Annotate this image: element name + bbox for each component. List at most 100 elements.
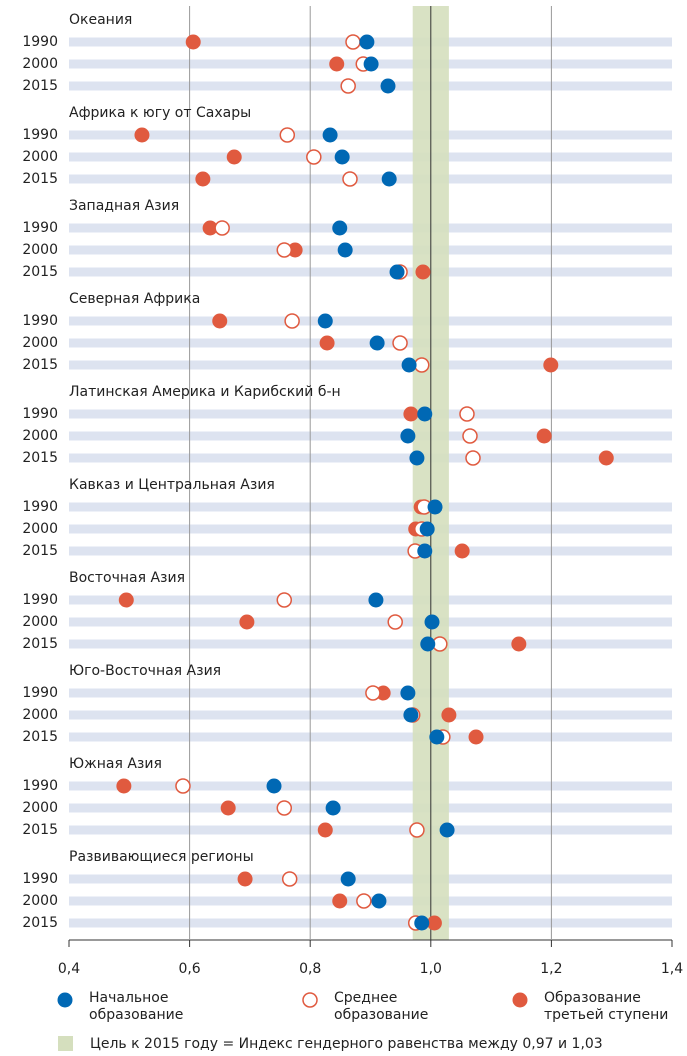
x-tick-label: 1,4 — [661, 961, 683, 977]
dot — [363, 56, 379, 72]
legend-label: Образование третьей ступени — [544, 990, 669, 1023]
dot — [381, 171, 397, 187]
dot — [340, 78, 356, 94]
dot — [414, 915, 430, 931]
dot — [202, 220, 218, 236]
dot — [365, 685, 381, 701]
row-stripe — [69, 524, 672, 534]
year-label: 1990 — [22, 778, 58, 794]
row-stripe — [69, 267, 672, 277]
row-stripe — [69, 781, 672, 791]
dot — [175, 778, 191, 794]
dot — [511, 636, 527, 652]
dot — [380, 78, 396, 94]
dot — [306, 149, 322, 165]
row-stripe — [69, 245, 672, 255]
dot — [415, 264, 431, 280]
row-stripe — [69, 81, 672, 91]
dot — [345, 34, 361, 50]
year-label: 2015 — [22, 822, 58, 838]
dot — [325, 800, 341, 816]
dot — [420, 636, 436, 652]
dot — [598, 450, 614, 466]
group-label: Южная Азия — [69, 756, 162, 772]
dot — [400, 685, 416, 701]
row-stripe — [69, 874, 672, 884]
x-tick-label: 1,2 — [540, 961, 562, 977]
dot — [287, 242, 303, 258]
dot — [441, 707, 457, 723]
dot — [237, 871, 253, 887]
dot — [195, 171, 211, 187]
dot — [332, 220, 348, 236]
legend-marker — [512, 992, 528, 1008]
dot — [226, 149, 242, 165]
year-label: 1990 — [22, 127, 58, 143]
dot — [419, 521, 435, 537]
year-label: 1990 — [22, 34, 58, 50]
dot — [214, 220, 230, 236]
year-label: 2000 — [22, 707, 58, 723]
row-stripe — [69, 316, 672, 326]
dot — [439, 822, 455, 838]
dot — [401, 357, 417, 373]
row-stripe — [69, 546, 672, 556]
group-label: Развивающиеся регионы — [69, 849, 254, 865]
dot — [536, 428, 552, 444]
year-label: 2015 — [22, 915, 58, 931]
dot — [322, 127, 338, 143]
group-label: Юго-Восточная Азия — [69, 663, 221, 679]
dot — [389, 264, 405, 280]
group-label: Восточная Азия — [69, 570, 185, 586]
dot — [334, 149, 350, 165]
year-label: 1990 — [22, 406, 58, 422]
dot — [340, 871, 356, 887]
dot — [417, 406, 433, 422]
dot — [465, 450, 481, 466]
year-label: 2000 — [22, 149, 58, 165]
dot — [409, 822, 425, 838]
year-label: 2000 — [22, 614, 58, 630]
year-label: 1990 — [22, 499, 58, 515]
dot — [427, 499, 443, 515]
row-stripe — [69, 825, 672, 835]
dot — [387, 614, 403, 630]
year-label: 2015 — [22, 543, 58, 559]
row-stripe — [69, 360, 672, 370]
dot — [212, 313, 228, 329]
year-label: 1990 — [22, 592, 58, 608]
dot — [342, 171, 358, 187]
dot — [462, 428, 478, 444]
dot — [116, 778, 132, 794]
year-label: 1990 — [22, 313, 58, 329]
dot — [319, 335, 335, 351]
row-stripe — [69, 710, 672, 720]
dot — [185, 34, 201, 50]
x-tick-label: 0,6 — [178, 961, 200, 977]
year-label: 2015 — [22, 636, 58, 652]
dot — [429, 729, 445, 745]
dot — [284, 313, 300, 329]
row-stripe — [69, 409, 672, 419]
year-label: 1990 — [22, 685, 58, 701]
group-label: Западная Азия — [69, 198, 179, 214]
row-stripe — [69, 502, 672, 512]
dot — [426, 915, 442, 931]
dot — [276, 800, 293, 816]
dot — [317, 822, 333, 838]
dot — [371, 893, 387, 909]
dot — [332, 893, 348, 909]
row-stripe — [69, 431, 672, 441]
dot — [409, 450, 425, 466]
dot — [329, 56, 345, 72]
year-label: 2000 — [22, 242, 58, 258]
dot — [414, 357, 430, 373]
year-label: 2000 — [22, 335, 58, 351]
row-stripe — [69, 453, 672, 463]
dot — [459, 406, 475, 422]
dot — [276, 242, 293, 258]
dot — [400, 428, 416, 444]
year-label: 1990 — [22, 220, 58, 236]
dot — [392, 335, 408, 351]
